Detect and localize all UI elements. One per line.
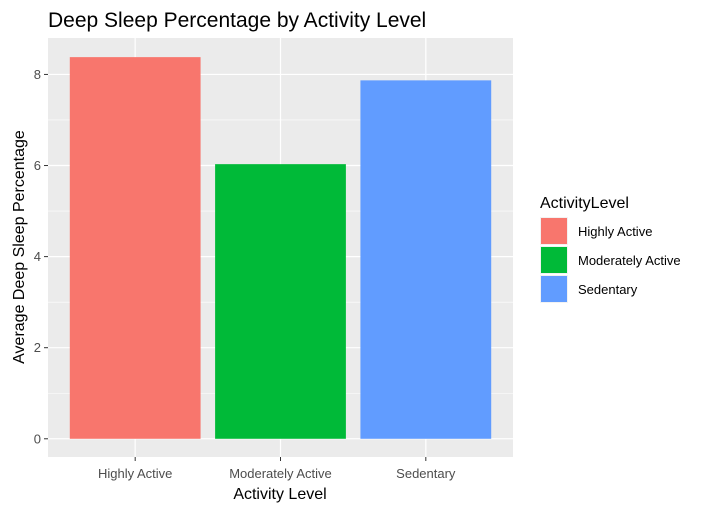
y-tick-label: 6 — [34, 158, 41, 173]
chart-title: Deep Sleep Percentage by Activity Level — [48, 9, 426, 32]
y-tick-label: 8 — [34, 67, 41, 82]
legend-items: Highly Active Moderately Active Sedentary — [540, 217, 681, 303]
x-tick-label: Sedentary — [396, 466, 456, 481]
legend-swatch — [541, 247, 567, 273]
y-axis-title: Average Deep Sleep Percentage — [11, 130, 28, 364]
y-tick-label: 2 — [34, 340, 41, 355]
bar-moderately-active — [215, 164, 346, 439]
y-axis-ticks: 0 2 4 6 8 — [34, 67, 48, 446]
x-tick-label: Highly Active — [98, 466, 172, 481]
legend-title: ActivityLevel — [540, 195, 629, 212]
legend-label: Highly Active — [578, 224, 652, 239]
y-tick-label: 4 — [34, 249, 41, 264]
y-tick-label: 0 — [34, 431, 41, 446]
legend: ActivityLevel Highly Active Moderately Ac… — [540, 195, 681, 303]
x-axis-title: Activity Level — [233, 486, 326, 503]
bars — [69, 57, 492, 439]
legend-label: Moderately Active — [578, 253, 681, 268]
legend-swatch — [541, 218, 567, 244]
x-axis-ticks: Highly Active Moderately Active Sedentary — [98, 457, 456, 481]
bar-highly-active — [69, 57, 201, 439]
legend-swatch — [541, 276, 567, 302]
legend-label: Sedentary — [578, 282, 638, 297]
bar-sedentary — [360, 80, 492, 439]
x-tick-label: Moderately Active — [229, 466, 332, 481]
